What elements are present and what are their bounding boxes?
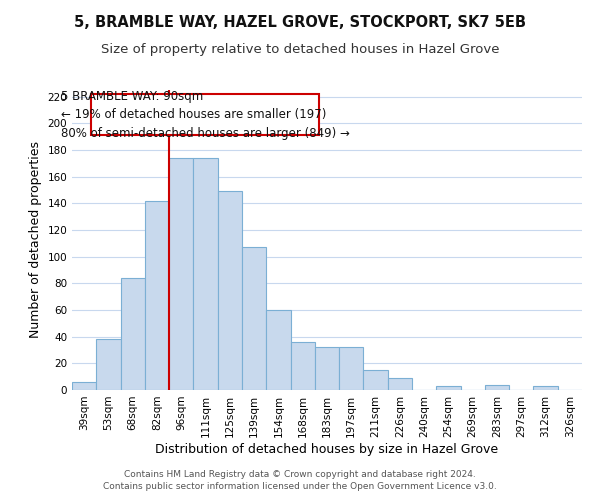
Bar — [533, 386, 558, 390]
Bar — [145, 200, 169, 390]
Bar — [169, 158, 193, 390]
Bar — [290, 342, 315, 390]
Bar — [218, 192, 242, 390]
Bar — [121, 278, 145, 390]
Text: Contains HM Land Registry data © Crown copyright and database right 2024.: Contains HM Land Registry data © Crown c… — [124, 470, 476, 479]
Bar — [364, 370, 388, 390]
Bar — [315, 348, 339, 390]
X-axis label: Distribution of detached houses by size in Hazel Grove: Distribution of detached houses by size … — [155, 442, 499, 456]
Bar — [388, 378, 412, 390]
Bar — [96, 340, 121, 390]
Text: Size of property relative to detached houses in Hazel Grove: Size of property relative to detached ho… — [101, 42, 499, 56]
FancyBboxPatch shape — [91, 94, 319, 136]
Bar — [72, 382, 96, 390]
Text: 5, BRAMBLE WAY, HAZEL GROVE, STOCKPORT, SK7 5EB: 5, BRAMBLE WAY, HAZEL GROVE, STOCKPORT, … — [74, 15, 526, 30]
Bar — [193, 158, 218, 390]
Bar — [339, 348, 364, 390]
Y-axis label: Number of detached properties: Number of detached properties — [29, 142, 42, 338]
Bar — [242, 248, 266, 390]
Bar — [436, 386, 461, 390]
Text: 5 BRAMBLE WAY: 90sqm
← 19% of detached houses are smaller (197)
80% of semi-deta: 5 BRAMBLE WAY: 90sqm ← 19% of detached h… — [61, 90, 350, 140]
Bar — [485, 384, 509, 390]
Text: Contains public sector information licensed under the Open Government Licence v3: Contains public sector information licen… — [103, 482, 497, 491]
Bar — [266, 310, 290, 390]
